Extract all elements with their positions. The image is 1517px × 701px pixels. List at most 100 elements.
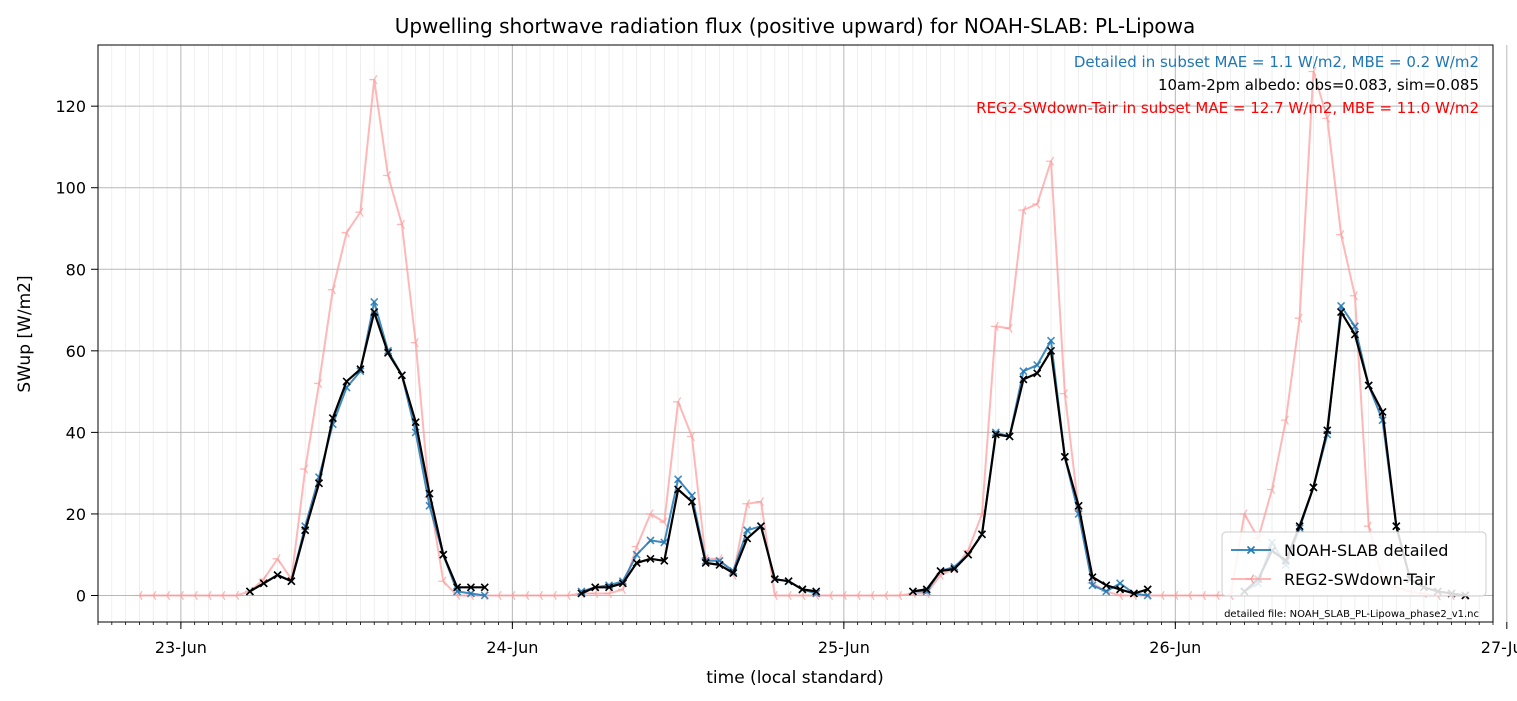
data-point xyxy=(493,590,502,601)
data-point xyxy=(1197,590,1207,601)
data-point xyxy=(356,365,365,374)
data-point xyxy=(1032,199,1041,209)
data-point xyxy=(701,558,710,567)
data-point xyxy=(383,348,393,357)
data-point xyxy=(1337,308,1346,317)
data-point xyxy=(1116,585,1125,594)
data-point xyxy=(936,566,945,576)
annotation-reg2-stats: REG2-SWdown-Tair in subset MAE = 12.7 W/… xyxy=(976,99,1479,117)
data-point xyxy=(674,475,683,484)
data-point xyxy=(674,485,683,494)
data-point xyxy=(908,587,917,596)
data-point xyxy=(645,509,654,519)
y-tick-label: 100 xyxy=(55,179,86,198)
data-point xyxy=(743,534,752,543)
data-point xyxy=(1088,581,1097,590)
data-point xyxy=(742,499,751,509)
data-point xyxy=(755,497,765,507)
data-point xyxy=(328,414,337,423)
data-point xyxy=(729,569,738,578)
plot-area-frame xyxy=(97,44,1494,623)
data-point xyxy=(577,587,586,596)
data-point xyxy=(632,558,641,567)
data-point xyxy=(659,517,668,527)
data-point xyxy=(148,590,157,601)
data-point xyxy=(1309,483,1318,492)
data-point xyxy=(673,397,682,407)
data-point xyxy=(591,583,600,592)
x-tick-label: 26-Jun xyxy=(1149,638,1201,657)
data-point xyxy=(1295,522,1304,531)
data-point xyxy=(1267,484,1276,495)
data-point xyxy=(396,219,405,230)
data-point xyxy=(466,589,475,598)
annotation-detailed-stats: Detailed in subset MAE = 1.1 W/m2, MBE =… xyxy=(1074,53,1479,71)
data-point xyxy=(314,479,324,488)
data-point xyxy=(1350,330,1359,339)
y-tick-label: 120 xyxy=(55,97,86,116)
data-point xyxy=(618,579,627,588)
data-point xyxy=(783,590,792,601)
data-point xyxy=(1018,205,1027,215)
x-tick-label: 23-Jun xyxy=(155,638,207,657)
data-point xyxy=(562,590,571,601)
data-point xyxy=(991,430,1000,439)
data-point xyxy=(1308,66,1317,77)
y-axis: 0 20 40 60 80 100 120 xyxy=(55,97,98,605)
data-point xyxy=(631,541,640,552)
data-point xyxy=(894,590,903,601)
legend-label-detailed: NOAH-SLAB detailed xyxy=(1284,541,1448,560)
data-point xyxy=(880,590,889,601)
data-point xyxy=(480,591,489,600)
data-point xyxy=(369,74,378,85)
y-axis-label: SWup [W/m2] xyxy=(15,275,35,392)
series-line-2 xyxy=(249,311,1466,597)
x-tick-label: 27-Jun xyxy=(1481,638,1517,657)
data-point xyxy=(825,590,834,601)
data-point xyxy=(397,371,406,380)
data-point xyxy=(1349,291,1358,301)
data-point xyxy=(1322,113,1331,124)
data-point xyxy=(1143,585,1152,594)
data-point xyxy=(1239,509,1248,519)
x-axis-label: time (local standard) xyxy=(706,668,884,688)
data-point xyxy=(273,571,282,580)
data-point xyxy=(439,550,448,559)
data-point xyxy=(370,308,379,317)
legend-label-reg2: REG2-SWdown-Tair xyxy=(1284,570,1435,589)
data-point xyxy=(203,590,212,601)
data-point xyxy=(646,536,655,545)
legend-marker-reg2 xyxy=(1246,574,1255,584)
data-point xyxy=(534,590,544,601)
data-point xyxy=(1046,156,1055,166)
data-point xyxy=(1116,579,1125,588)
minor-grid xyxy=(97,45,1494,622)
data-point xyxy=(1019,367,1028,376)
data-point xyxy=(1019,375,1028,384)
data-point xyxy=(272,554,281,564)
data-point xyxy=(355,207,364,217)
data-point xyxy=(646,554,655,563)
data-point xyxy=(1364,381,1373,390)
data-point xyxy=(1088,573,1097,582)
data-point xyxy=(977,530,987,539)
data-point xyxy=(632,550,641,559)
data-point xyxy=(922,585,931,594)
data-point xyxy=(812,587,821,596)
data-point xyxy=(231,590,240,601)
data-point xyxy=(1392,522,1401,531)
data-point xyxy=(245,587,254,596)
data-point xyxy=(1156,590,1165,601)
data-point xyxy=(217,590,226,601)
data-point xyxy=(453,583,462,592)
data-point xyxy=(356,367,365,376)
data-point xyxy=(1378,407,1387,417)
data-point xyxy=(327,284,336,295)
legend-marker-detailed xyxy=(1246,545,1256,555)
data-point xyxy=(1143,591,1152,600)
y-tick-label: 80 xyxy=(66,260,86,279)
data-point xyxy=(438,576,447,586)
data-point xyxy=(300,464,309,474)
data-point xyxy=(189,590,198,601)
data-point xyxy=(784,577,793,586)
